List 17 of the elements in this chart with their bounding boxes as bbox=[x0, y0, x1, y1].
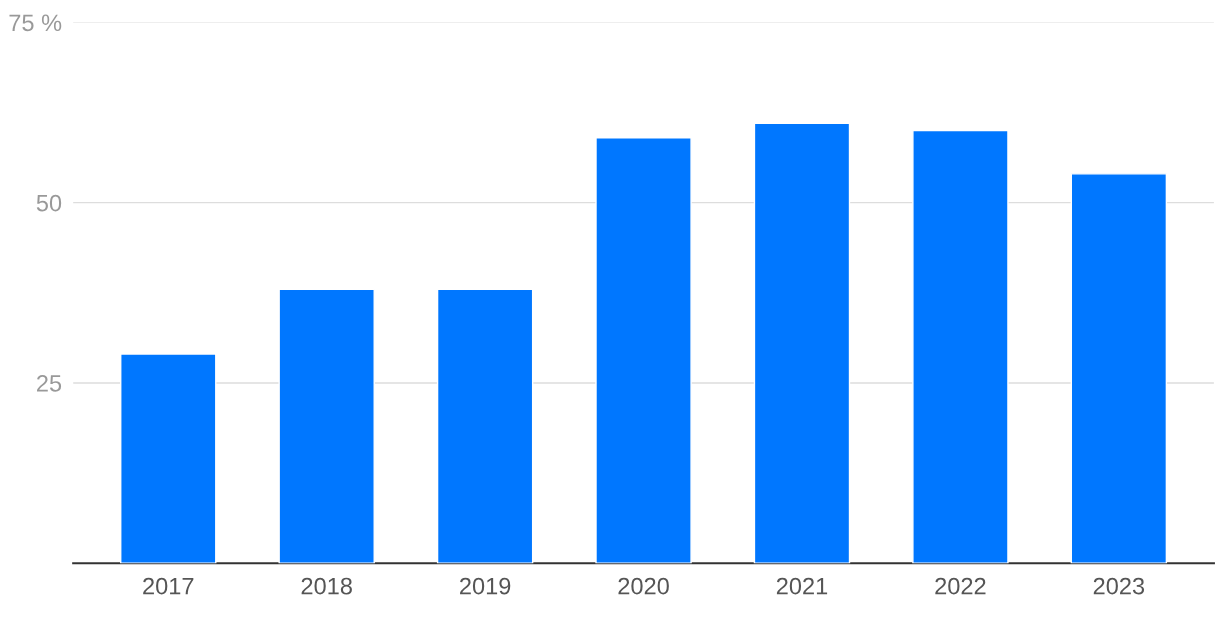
bar bbox=[753, 122, 851, 564]
x-tick-label: 2020 bbox=[618, 577, 669, 595]
x-tick-label: 2022 bbox=[935, 577, 986, 595]
x-tick-label: 2023 bbox=[1093, 577, 1145, 595]
bar bbox=[120, 353, 217, 564]
bar bbox=[1070, 173, 1168, 564]
bar bbox=[436, 288, 534, 564]
y-tick-label: 75 % bbox=[9, 14, 62, 32]
x-tick-label: 2019 bbox=[460, 577, 511, 595]
x-tick-label: 2017 bbox=[143, 577, 194, 595]
y-tick-label: 25 bbox=[37, 375, 62, 392]
bar bbox=[595, 137, 692, 564]
y-tick-label: 50 bbox=[36, 194, 62, 212]
x-tick-label: 2018 bbox=[301, 577, 352, 595]
bar bbox=[912, 129, 1009, 564]
x-tick-label: 2021 bbox=[776, 577, 828, 595]
bar bbox=[278, 288, 375, 564]
